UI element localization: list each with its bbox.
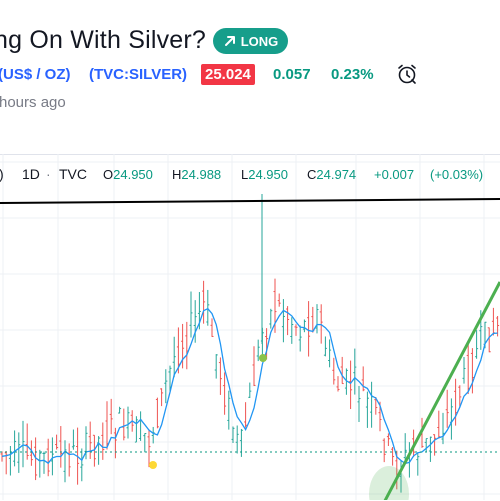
legend-prefix: ) — [0, 166, 4, 182]
symbol-name[interactable]: (US$ / OZ) — [0, 66, 71, 83]
moving-average-line — [1, 307, 498, 465]
long-badge[interactable]: LONG — [213, 28, 288, 54]
idea-header: ng On With Silver? LONG — [0, 22, 500, 62]
alarm-clock-icon[interactable] — [395, 62, 419, 86]
marker-dot — [259, 354, 267, 362]
price-change: 0.057 — [273, 66, 311, 83]
legend-source: TVC — [59, 166, 87, 182]
long-badge-label: LONG — [240, 33, 279, 49]
price-badge: 25.024 — [201, 64, 255, 85]
ohlc-legend: ) 1D · TVC O24.950 H24.988 L24.950 C24.9… — [0, 164, 500, 186]
price-chart[interactable] — [0, 154, 500, 500]
symbol-info: (US$ / OZ) (TVC:SILVER) 25.024 0.057 0.2… — [0, 62, 500, 86]
marker-dot — [149, 461, 157, 469]
legend-change: +0.007 — [374, 167, 415, 182]
price-change-percent: 0.23% — [331, 66, 374, 83]
idea-title: ng On With Silver? — [0, 26, 207, 54]
legend-change-percent: (+0.03%) — [430, 167, 484, 182]
symbol-ticker[interactable]: (TVC:SILVER) — [89, 66, 188, 83]
arrow-up-right-icon — [224, 36, 235, 46]
legend-high: H24.988 — [172, 167, 222, 182]
highlight-ellipse — [369, 466, 409, 500]
chart-area[interactable] — [0, 154, 500, 501]
legend-low: L24.950 — [241, 167, 288, 182]
publish-time-text: hours ago — [0, 94, 66, 111]
trendline — [383, 281, 500, 500]
legend-interval[interactable]: 1D — [22, 166, 40, 182]
legend-separator: · — [46, 166, 51, 182]
resistance-line — [0, 198, 500, 204]
legend-close: C24.974 — [307, 167, 357, 182]
legend-open: O24.950 — [103, 167, 153, 182]
